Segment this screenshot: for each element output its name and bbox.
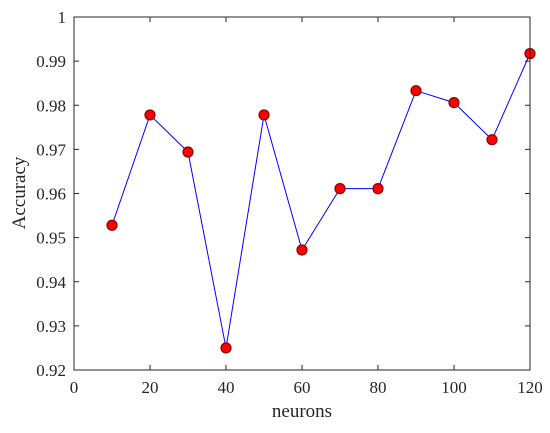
x-axis-label: neurons — [272, 401, 332, 422]
plot-area-background — [74, 17, 530, 370]
data-point — [220, 342, 232, 354]
y-tick-label: 0.99 — [36, 52, 66, 71]
y-tick-label: 0.94 — [36, 273, 66, 292]
x-tick-labels: 0 20 40 60 80 100 120 — [70, 378, 543, 397]
y-tick-label: 0.92 — [36, 361, 66, 380]
y-axis-label: Accuracy — [9, 156, 30, 229]
plot-frame — [73, 16, 531, 371]
x-tick-label: 80 — [370, 378, 387, 397]
y-tick-label: 0.95 — [36, 229, 66, 248]
y-tick-label: 0.96 — [36, 185, 66, 204]
x-tick-label: 60 — [294, 378, 311, 397]
y-tick-label: 1 — [58, 8, 67, 27]
data-point — [448, 97, 460, 109]
series-line — [111, 53, 531, 349]
data-point — [258, 109, 270, 121]
x-tick-label: 0 — [70, 378, 79, 397]
data-point — [296, 244, 308, 256]
data-point — [182, 146, 194, 158]
y-tick-label: 0.97 — [36, 140, 66, 159]
x-tick-label: 40 — [218, 378, 235, 397]
data-point — [144, 109, 156, 121]
y-tick-label: 0.93 — [36, 317, 66, 336]
data-point — [372, 183, 384, 195]
x-tick-label: 120 — [517, 378, 543, 397]
data-point — [486, 134, 498, 146]
series-layer — [106, 48, 536, 354]
y-tick-label: 0.98 — [36, 96, 66, 115]
data-point — [106, 219, 118, 231]
x-tick-label: 100 — [441, 378, 467, 397]
data-point — [410, 85, 422, 97]
y-tick-labels: 0.92 0.93 0.94 0.95 0.96 0.97 0.98 0.99 1 — [36, 8, 66, 380]
x-tick-label: 20 — [142, 378, 159, 397]
data-point — [334, 183, 346, 195]
